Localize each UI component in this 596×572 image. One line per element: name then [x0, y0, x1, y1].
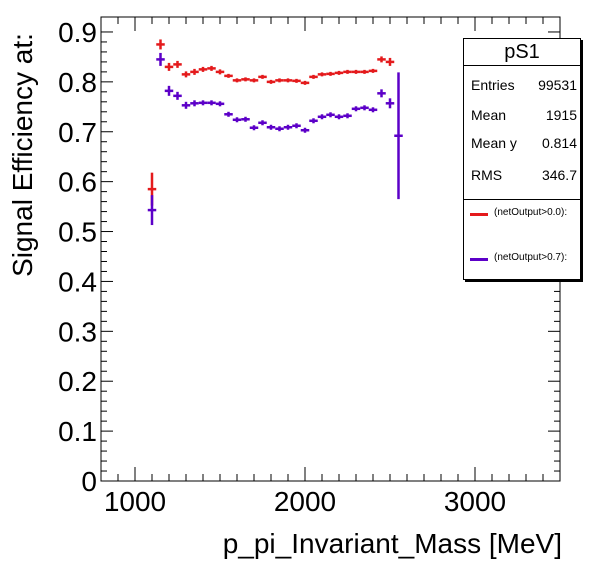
data-point — [377, 89, 386, 98]
y-tick-label: 0.5 — [58, 217, 97, 248]
y-tick-label: 0.7 — [58, 117, 97, 148]
data-point — [207, 65, 216, 71]
data-point — [232, 117, 242, 123]
y-tick-label: 0.2 — [58, 366, 97, 397]
stats-value: 0.814 — [541, 135, 577, 151]
y-tick-label: 0.9 — [58, 17, 97, 48]
data-point — [215, 69, 225, 75]
y-tick-label: 0.4 — [58, 266, 97, 297]
data-point — [258, 120, 267, 126]
data-point — [198, 100, 208, 106]
data-point — [360, 69, 369, 74]
data-point — [275, 78, 284, 83]
data-point — [207, 100, 216, 106]
stats-title: pS1 — [464, 39, 580, 66]
data-point — [292, 123, 301, 129]
stats-value: 346.7 — [541, 167, 577, 183]
data-point — [309, 74, 318, 79]
stats-key: RMS — [471, 167, 503, 183]
data-point — [156, 39, 165, 50]
data-point — [224, 73, 233, 78]
data-point — [343, 113, 352, 119]
data-point — [181, 101, 191, 109]
y-tick-label: 0.1 — [58, 416, 97, 447]
data-point — [385, 98, 395, 109]
data-point — [275, 126, 284, 132]
legend-swatch — [470, 213, 488, 216]
data-point — [258, 74, 267, 79]
stats-key: Mean — [471, 107, 507, 123]
data-point — [266, 79, 276, 84]
legend-label: (netOutput>0.7): — [494, 252, 568, 263]
data-point — [283, 124, 293, 130]
data-point — [190, 68, 199, 75]
data-point — [241, 116, 250, 122]
data-point — [309, 118, 318, 124]
data-point — [249, 78, 259, 83]
x-tick-label: 3000 — [444, 486, 506, 517]
stats-row-mean: Mean 1915 — [464, 107, 580, 127]
data-point — [224, 111, 233, 117]
data-point — [317, 114, 327, 120]
data-point — [351, 69, 361, 74]
data-point — [241, 77, 250, 82]
stats-row-mean-y: Mean y 0.814 — [464, 135, 580, 155]
data-point — [385, 57, 395, 66]
stats-separator — [464, 199, 580, 200]
stats-row-entries: Entries 99531 — [464, 77, 580, 97]
legend-entry-0: (netOutput>0.0): — [464, 207, 580, 227]
axes: 0 0.1 0.2 0.3 0.4 0.5 0.6 0.7 0.8 0.9 1000 2000 3000 — [58, 17, 561, 517]
data-point — [232, 78, 242, 83]
data-point — [215, 101, 225, 107]
stats-row-rms: RMS 346.7 — [464, 167, 580, 187]
data-point — [368, 68, 378, 73]
stats-value: 99531 — [538, 77, 577, 93]
data-point — [266, 124, 276, 130]
x-axis-title: p_pi_Invariant_Mass [MeV] — [222, 528, 562, 559]
data-point — [326, 112, 335, 118]
legend-label: (netOutput>0.0): — [494, 207, 568, 218]
data-point — [198, 66, 208, 72]
data-point — [181, 71, 191, 78]
series-0 — [147, 39, 395, 206]
stats-value: 1915 — [545, 107, 577, 123]
stats-key: Mean y — [471, 135, 517, 151]
stats-box: pS1 Entries 99531 Mean 1915 Mean y 0.814… — [463, 38, 581, 280]
data-marks — [147, 39, 403, 226]
data-point — [377, 56, 386, 63]
y-axis-title: Signal Efficiency at: — [7, 33, 38, 277]
data-point — [317, 72, 327, 77]
data-point — [394, 72, 403, 200]
data-point — [147, 195, 157, 226]
data-point — [164, 85, 174, 96]
data-point — [249, 125, 259, 131]
y-tick-label: 0 — [81, 466, 97, 497]
data-point — [156, 52, 165, 66]
data-point — [334, 114, 344, 120]
y-tick-label: 0.3 — [58, 316, 97, 347]
data-point — [368, 107, 378, 113]
y-tick-label: 0.8 — [58, 67, 97, 98]
stats-key: Entries — [471, 77, 515, 93]
legend-entry-1: (netOutput>0.7): — [464, 252, 580, 272]
data-point — [343, 69, 352, 74]
data-point — [190, 100, 199, 107]
data-point — [334, 70, 344, 75]
data-point — [360, 105, 369, 111]
legend-swatch — [470, 258, 488, 261]
data-point — [173, 91, 182, 100]
data-point — [283, 78, 293, 83]
data-point — [173, 60, 182, 68]
data-point — [326, 71, 335, 76]
data-point — [300, 127, 310, 133]
data-point — [351, 106, 361, 112]
x-tick-label: 2000 — [274, 486, 336, 517]
data-point — [300, 80, 310, 85]
data-point — [292, 78, 301, 83]
y-tick-label: 0.6 — [58, 167, 97, 198]
data-point — [164, 62, 174, 71]
x-tick-label: 1000 — [104, 486, 166, 517]
series-1 — [147, 52, 403, 226]
